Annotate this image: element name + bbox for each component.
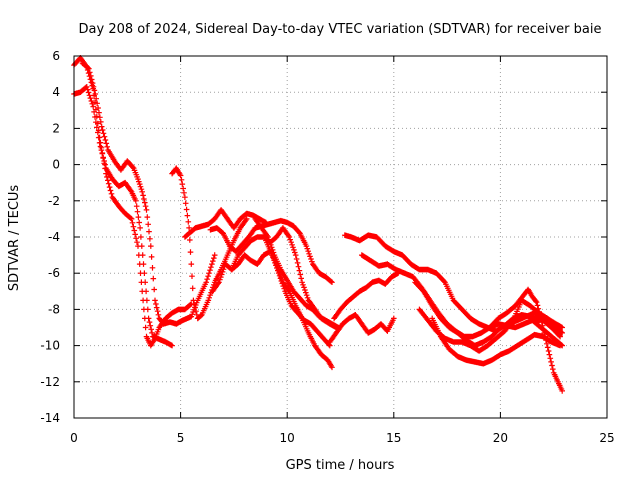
- x-tick-label: 0: [70, 431, 78, 445]
- grid-layer: [74, 56, 607, 418]
- chart-title: Day 208 of 2024, Sidereal Day-to-day VTE…: [79, 22, 602, 37]
- x-tick-label: 20: [493, 431, 508, 445]
- data-markers: [263, 237, 333, 349]
- series-track-2: [71, 84, 175, 349]
- y-tick-label: -10: [40, 339, 60, 353]
- series-track-6: [207, 217, 335, 285]
- data-markers: [71, 84, 175, 349]
- data-markers: [486, 286, 565, 394]
- y-tick-label: 4: [52, 85, 60, 99]
- series-track-11: [331, 270, 401, 322]
- series-track-5: [182, 207, 269, 240]
- y-tick-label: -6: [48, 266, 60, 280]
- series-track-18: [486, 286, 565, 394]
- y-tick-label: 2: [52, 121, 60, 135]
- series-track-1: [71, 55, 195, 349]
- series-track-3: [79, 60, 218, 327]
- data-markers: [71, 55, 195, 349]
- data-markers: [327, 312, 397, 345]
- tick-layer: 0 5 10 15 20 25 -14 -12 -10 -8 -6 -4 -2 0 2 4 6: [40, 49, 614, 445]
- y-tick-label: -8: [48, 302, 60, 316]
- y-tick-label: -4: [48, 230, 60, 244]
- y-tick-label: 6: [52, 49, 60, 63]
- x-tick-label: 15: [386, 431, 401, 445]
- data-markers: [331, 270, 401, 322]
- plot-frame: [73, 55, 608, 419]
- y-tick-label: -14: [40, 411, 60, 425]
- data-markers: [182, 207, 269, 240]
- series-track-10: [263, 237, 333, 349]
- x-axis-title: GPS time / hours: [286, 458, 395, 473]
- data-markers: [207, 217, 335, 285]
- data-layer: [71, 55, 565, 394]
- data-markers: [416, 297, 565, 354]
- data-markers: [79, 60, 218, 327]
- x-tick-label: 5: [177, 431, 185, 445]
- x-tick-label: 25: [599, 431, 614, 445]
- y-tick-label: -12: [40, 375, 60, 389]
- series-track-4: [169, 165, 250, 322]
- y-tick-label: -2: [48, 194, 60, 208]
- x-tick-label: 10: [280, 431, 295, 445]
- y-tick-label: 0: [52, 158, 60, 172]
- series-track-17: [416, 297, 565, 354]
- data-markers: [169, 165, 250, 322]
- series-track-12: [327, 312, 397, 345]
- y-axis-title: SDTVAR / TECUs: [7, 185, 22, 292]
